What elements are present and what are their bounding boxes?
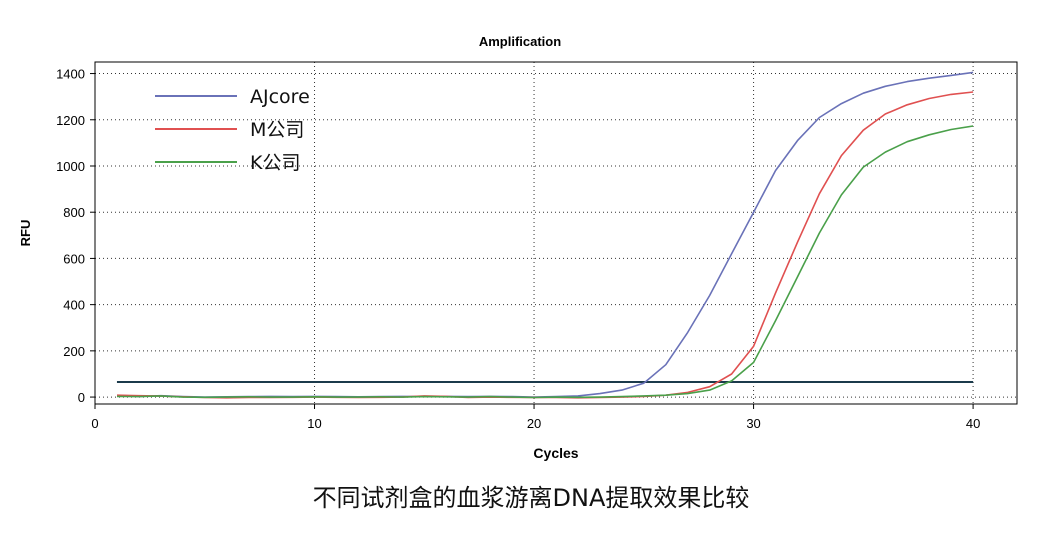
series-lines bbox=[116, 71, 974, 399]
y-axis-label: RFU bbox=[18, 220, 33, 247]
x-tick-label: 0 bbox=[91, 416, 98, 431]
y-tick-label: 600 bbox=[63, 251, 85, 266]
legend-label: K公司 bbox=[250, 152, 300, 174]
legend-label: AJcore bbox=[250, 86, 310, 108]
y-tick-label: 1200 bbox=[56, 113, 85, 128]
y-tick-label: 1000 bbox=[56, 159, 85, 174]
series-line-2 bbox=[116, 91, 974, 399]
x-tick-label: 30 bbox=[746, 416, 760, 431]
x-tick-label: 40 bbox=[966, 416, 980, 431]
amplification-chart: Amplification 0 10 20 30 40 0 200 400 600 800 100… bbox=[18, 34, 1018, 461]
y-tick-label: 0 bbox=[78, 390, 85, 405]
legend: AJcore M公司 K公司 bbox=[155, 86, 310, 174]
series-line-3 bbox=[116, 125, 974, 399]
y-tick-label: 200 bbox=[63, 344, 85, 359]
y-axis: 0 200 400 600 800 1000 1200 1400 bbox=[56, 67, 95, 405]
grid bbox=[95, 62, 1017, 404]
y-tick-label: 800 bbox=[63, 205, 85, 220]
x-tick-label: 20 bbox=[527, 416, 541, 431]
y-tick-label: 1400 bbox=[56, 67, 85, 82]
x-tick-label: 10 bbox=[307, 416, 321, 431]
figure-caption: 不同试剂盒的血浆游离DNA提取效果比较 bbox=[312, 484, 750, 512]
plot-frame bbox=[94, 61, 1018, 405]
chart-title: Amplification bbox=[479, 34, 561, 49]
x-axis-label: Cycles bbox=[533, 445, 578, 461]
legend-label: M公司 bbox=[250, 119, 304, 141]
x-axis: 0 10 20 30 40 bbox=[91, 404, 980, 431]
series-line-1 bbox=[116, 71, 974, 398]
y-tick-label: 400 bbox=[63, 298, 85, 313]
